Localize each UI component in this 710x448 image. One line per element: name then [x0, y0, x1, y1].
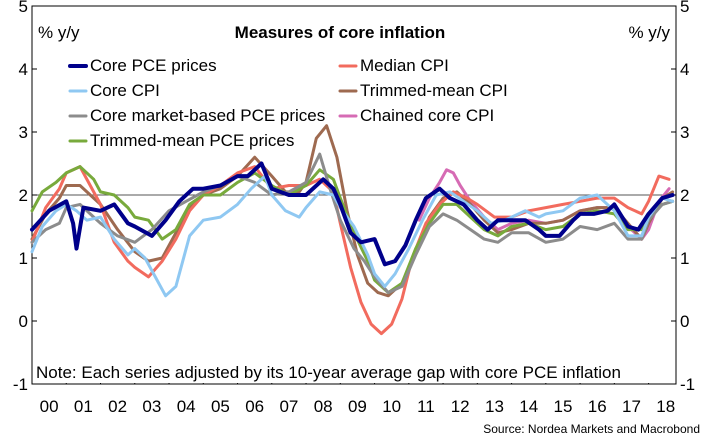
y-tick-label-right: 1 [680, 249, 689, 268]
legend-label-median-cpi: Median CPI [360, 56, 449, 75]
chart-note: Note: Each series adjusted by its 10-yea… [36, 363, 621, 382]
x-tick-label: 16 [588, 397, 607, 416]
legend-label-trimmed-mean-pce-prices: Trimmed-mean PCE prices [90, 131, 294, 150]
x-tick-label: 18 [656, 397, 675, 416]
legend-label-trimmed-mean-cpi: Trimmed-mean CPI [360, 81, 508, 100]
y-tick-label-left: -1 [13, 375, 28, 394]
x-tick-label: 11 [417, 397, 435, 416]
x-tick-label: 15 [553, 397, 572, 416]
x-tick-label: 04 [177, 397, 196, 416]
x-tick-label: 02 [108, 397, 127, 416]
x-tick-label: 08 [314, 397, 333, 416]
x-tick-layer: 00 01 02 03 04 05 06 07 08 09 10 11 12 13 14 15 16 17 18 [31, 379, 675, 416]
legend-label-core-pce-prices: Core PCE prices [90, 56, 217, 75]
y-tick-label-right: 4 [680, 60, 689, 79]
y-tick-label-left: 1 [19, 249, 28, 268]
note-background [34, 361, 656, 383]
x-tick-label: 12 [451, 397, 470, 416]
y-tick-label-left: 0 [19, 312, 28, 331]
x-tick-label: 09 [348, 397, 367, 416]
chart-title: Measures of core inflation [235, 23, 446, 42]
y-tick-label-left: 5 [19, 0, 28, 16]
x-tick-label: 00 [40, 397, 59, 416]
x-tick-label: 14 [519, 397, 538, 416]
y-tick-label-right: 3 [680, 123, 689, 142]
y-tick-label-left: 4 [19, 60, 28, 79]
chart-source: Source: Nordea Markets and Macrobond [483, 422, 700, 436]
legend-label-core-cpi: Core CPI [90, 81, 160, 100]
x-tick-label: 03 [142, 397, 161, 416]
legend-label-core-market-based-pce-prices: Core market-based PCE prices [90, 106, 325, 125]
y-axis-label-left: % y/y [38, 23, 80, 42]
series-line-trimmed-mean-cpi [30, 124, 675, 298]
series-line-core-pce-prices [30, 161, 675, 267]
y-tick-label-right: 0 [680, 312, 689, 331]
series-line-median-cpi [30, 165, 671, 336]
y-axis-label-right: % y/y [628, 23, 670, 42]
y-tick-label-right: 5 [680, 0, 689, 16]
y-tick-label-right: 2 [680, 186, 689, 205]
y-tick-label-left: 2 [19, 186, 28, 205]
y-tick-label-right: -1 [680, 375, 695, 394]
x-tick-label: 13 [485, 397, 504, 416]
series-layer [30, 124, 675, 336]
y-tick-label-left: 3 [19, 123, 28, 142]
legend-label-chained-core-cpi: Chained core CPI [360, 106, 494, 125]
x-tick-label: 17 [622, 397, 641, 416]
x-tick-label: 05 [211, 397, 230, 416]
x-tick-label: 06 [245, 397, 264, 416]
y-tick-layer: -1 -1 0 0 1 1 2 2 3 3 4 4 5 5 [13, 0, 695, 394]
x-tick-label: 07 [279, 397, 298, 416]
legend: Core PCE prices Median CPI Core CPI Trimmed… [68, 56, 508, 150]
x-tick-label: 10 [382, 397, 401, 416]
series-line-core-market-based-pce-prices [30, 152, 675, 295]
x-tick-label: 01 [74, 397, 93, 416]
